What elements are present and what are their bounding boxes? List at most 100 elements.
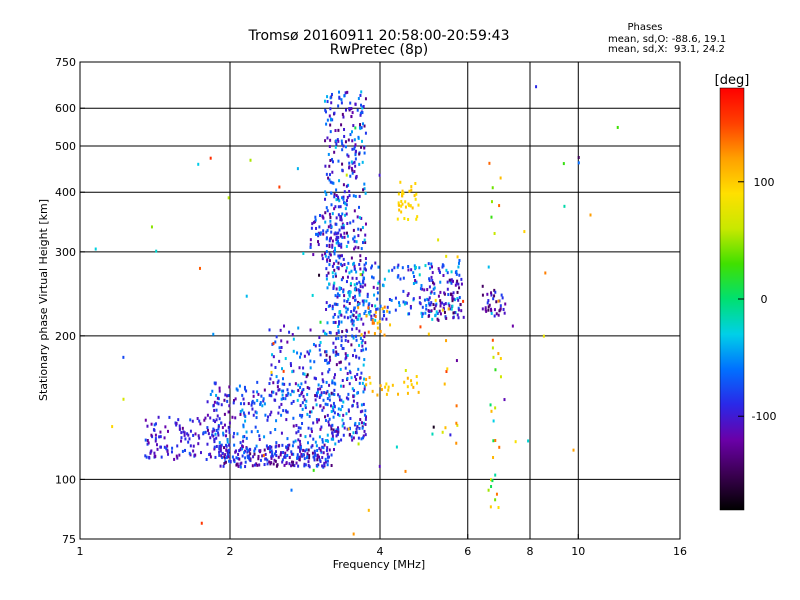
echo-point	[275, 392, 278, 396]
echo-point	[299, 449, 302, 453]
echo-point	[245, 389, 248, 393]
echo-point	[209, 156, 212, 160]
echo-point	[194, 432, 197, 436]
echo-point	[419, 325, 422, 329]
echo-point	[314, 377, 317, 381]
echo-point	[296, 453, 299, 457]
echo-point	[336, 238, 339, 242]
echo-point	[342, 257, 345, 261]
echo-point	[407, 292, 410, 296]
echo-point	[360, 103, 363, 107]
echo-point	[433, 286, 436, 290]
echo-point	[348, 161, 351, 165]
echo-point	[355, 334, 358, 338]
echo-point	[281, 382, 284, 386]
echo-point	[358, 194, 361, 198]
echo-point	[328, 448, 331, 452]
echo-point	[332, 341, 335, 345]
echo-point	[391, 268, 394, 272]
stats-line-x: mean, sd,X: 93.1, 24.2	[608, 44, 725, 55]
echo-point	[445, 339, 448, 343]
echo-point	[336, 295, 339, 299]
echo-point	[253, 452, 256, 456]
echo-point	[325, 206, 328, 210]
echo-point	[317, 383, 320, 387]
echo-point	[307, 426, 310, 430]
echo-point	[159, 445, 162, 449]
echo-point	[346, 222, 349, 226]
echo-point	[341, 424, 344, 428]
echo-point	[331, 239, 334, 243]
echo-point	[316, 448, 319, 452]
echo-point	[283, 324, 286, 328]
echo-point	[439, 301, 442, 305]
echo-point	[288, 382, 291, 386]
echo-point	[188, 437, 191, 441]
echo-point	[314, 394, 317, 398]
echo-point	[379, 304, 382, 308]
echo-point	[341, 168, 344, 172]
echo-point	[415, 375, 418, 379]
echo-point	[316, 420, 319, 424]
echo-point	[326, 118, 329, 122]
echo-point	[328, 239, 331, 243]
echo-point	[494, 290, 497, 294]
echo-point	[351, 438, 354, 442]
echo-point	[184, 437, 187, 441]
echo-point	[328, 393, 331, 397]
echo-point	[336, 195, 339, 199]
echo-point	[343, 294, 346, 298]
echo-point	[313, 458, 316, 462]
echo-point	[217, 425, 220, 429]
echo-point	[291, 463, 294, 467]
echo-point	[352, 296, 355, 300]
echo-point	[359, 267, 362, 271]
echo-point	[410, 268, 413, 272]
echo-point	[423, 288, 426, 292]
echo-point	[144, 438, 147, 442]
echo-point	[361, 339, 364, 343]
echo-point	[443, 382, 446, 386]
echo-point	[330, 437, 333, 441]
echo-point	[562, 162, 565, 166]
echo-point	[212, 418, 215, 422]
echo-point	[358, 329, 361, 333]
echo-point	[154, 439, 157, 443]
echo-point	[332, 262, 335, 266]
echo-point	[269, 446, 272, 450]
echo-point	[456, 313, 459, 317]
echo-point	[346, 275, 349, 279]
colorbar-tick-label: 0	[761, 293, 768, 306]
echo-point	[489, 505, 492, 509]
echo-point	[353, 170, 356, 174]
echo-point	[370, 266, 373, 270]
echo-point	[341, 378, 344, 382]
echo-point	[455, 441, 458, 445]
echo-point	[383, 277, 386, 281]
echo-point	[363, 299, 366, 303]
echo-point	[309, 434, 312, 438]
echo-point	[178, 424, 181, 428]
echo-point	[527, 439, 530, 443]
echo-point	[352, 532, 355, 536]
echo-point	[420, 311, 423, 315]
data-points	[94, 85, 619, 536]
echo-point	[311, 222, 314, 226]
echo-point	[269, 431, 272, 435]
echo-point	[415, 192, 418, 196]
echo-point	[355, 175, 358, 179]
echo-point	[286, 410, 289, 414]
echo-point	[373, 313, 376, 317]
echo-point	[354, 157, 357, 161]
stats-heading: Phases	[627, 22, 662, 33]
echo-point	[400, 199, 403, 203]
echo-point	[329, 117, 332, 121]
echo-point	[192, 449, 195, 453]
echo-point	[339, 218, 342, 222]
echo-point	[382, 310, 385, 314]
echo-point	[352, 314, 355, 318]
echo-point	[332, 285, 335, 289]
echo-point	[302, 453, 305, 457]
echo-point	[361, 426, 364, 430]
echo-point	[268, 393, 271, 397]
